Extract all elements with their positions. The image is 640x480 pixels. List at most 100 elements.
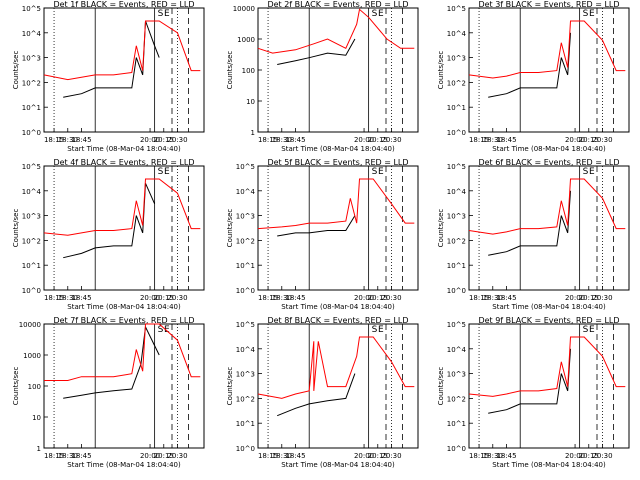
panel-title: Det 6f BLACK = Events, RED = LLD bbox=[478, 158, 619, 167]
end-marker-label: E bbox=[589, 9, 595, 19]
y-tick-label: 10^1 bbox=[447, 262, 466, 270]
y-tick-label: 10^2 bbox=[22, 79, 41, 87]
panel-title: Det 5f BLACK = Events, RED = LLD bbox=[267, 158, 408, 167]
panel-title: Det 1f BLACK = Events, RED = LLD bbox=[53, 0, 194, 9]
y-tick-label: 10^5 bbox=[22, 163, 41, 171]
x-tick-label: 18:45 bbox=[71, 294, 91, 302]
y-tick-label: 10^0 bbox=[447, 445, 466, 453]
x-tick-label: 18:30 bbox=[272, 294, 292, 302]
series-events bbox=[63, 183, 156, 259]
y-tick-label: 1 bbox=[251, 129, 255, 137]
panel-det-1: Det 1f BLACK = Events, RED = LLD 10^0 10^1… bbox=[12, 0, 205, 153]
y-axis-label: Counts/sec bbox=[226, 209, 234, 248]
x-tick-label: 20:15 bbox=[579, 452, 599, 460]
series-lld bbox=[43, 20, 201, 81]
x-tick-label: 18:30 bbox=[58, 136, 78, 144]
series-events bbox=[277, 373, 356, 417]
x-tick-label: 18:45 bbox=[285, 136, 305, 144]
y-tick-label: 10^3 bbox=[236, 213, 255, 221]
y-tick-label: 10^4 bbox=[236, 188, 256, 196]
y-axis-label: Counts/sec bbox=[12, 209, 20, 248]
end-marker-label: E bbox=[378, 325, 384, 335]
y-tick-label: 10 bbox=[32, 414, 41, 422]
start-marker-label: S bbox=[583, 9, 589, 19]
plot-frame bbox=[257, 323, 419, 449]
panel-det-3: Det 3f BLACK = Events, RED = LLD 10^0 10^1… bbox=[437, 0, 630, 153]
y-tick-label: 10000 bbox=[233, 5, 255, 13]
end-marker-label: E bbox=[589, 325, 595, 335]
end-marker-label: E bbox=[378, 167, 384, 177]
x-tick-label: 20:30 bbox=[381, 452, 401, 460]
y-tick-label: 10^1 bbox=[22, 104, 41, 112]
start-marker-label: S bbox=[583, 167, 589, 177]
y-tick-label: 10^1 bbox=[447, 420, 466, 428]
x-tick-label: 20:30 bbox=[592, 452, 612, 460]
y-tick-label: 10^5 bbox=[447, 321, 466, 329]
y-tick-label: 100 bbox=[28, 383, 41, 391]
x-axis-label: Start Time (08-Mar-04 18:04:40) bbox=[67, 461, 181, 469]
x-tick-label: 20:15 bbox=[154, 294, 174, 302]
x-tick-label: 18:15 bbox=[44, 294, 64, 302]
y-tick-label: 10^4 bbox=[22, 30, 42, 38]
x-tick-label: 20:30 bbox=[592, 136, 612, 144]
panel-title: Det 9f BLACK = Events, RED = LLD bbox=[478, 316, 619, 325]
x-tick-label: 20:30 bbox=[167, 294, 187, 302]
plot-frame bbox=[468, 323, 630, 449]
x-tick-label: 18:45 bbox=[496, 452, 516, 460]
y-tick-label: 10^2 bbox=[447, 237, 466, 245]
x-tick-label: 18:30 bbox=[272, 452, 292, 460]
x-tick-label: 18:15 bbox=[258, 136, 278, 144]
x-tick-label: 20:00 bbox=[140, 294, 160, 302]
y-tick-label: 10^3 bbox=[22, 55, 41, 63]
y-axis-label: Counts/sec bbox=[12, 367, 20, 406]
end-marker-label: E bbox=[164, 325, 170, 335]
y-tick-label: 10 bbox=[246, 98, 255, 106]
y-tick-label: 10^2 bbox=[22, 237, 41, 245]
y-tick-label: 10^5 bbox=[447, 5, 466, 13]
plot-frame bbox=[257, 7, 419, 133]
x-tick-label: 18:15 bbox=[258, 294, 278, 302]
y-tick-label: 10^4 bbox=[447, 188, 467, 196]
y-tick-label: 10^0 bbox=[236, 445, 255, 453]
x-axis-label: Start Time (08-Mar-04 18:04:40) bbox=[281, 461, 395, 469]
y-tick-label: 10^3 bbox=[447, 55, 466, 63]
x-tick-label: 20:15 bbox=[368, 294, 388, 302]
x-tick-label: 20:15 bbox=[579, 136, 599, 144]
series-events bbox=[488, 348, 571, 414]
series-lld bbox=[468, 20, 626, 79]
y-tick-label: 10^2 bbox=[236, 237, 255, 245]
panel-det-7: Det 7f BLACK = Events, RED = LLD 1 10 100 10… bbox=[12, 316, 205, 469]
x-axis-label: Start Time (08-Mar-04 18:04:40) bbox=[281, 303, 395, 311]
x-axis-label: Start Time (08-Mar-04 18:04:40) bbox=[281, 145, 395, 153]
x-tick-label: 18:15 bbox=[469, 452, 489, 460]
x-tick-label: 20:00 bbox=[354, 452, 374, 460]
x-tick-label: 20:15 bbox=[154, 452, 174, 460]
y-tick-label: 10^0 bbox=[447, 129, 466, 137]
x-axis-label: Start Time (08-Mar-04 18:04:40) bbox=[492, 303, 606, 311]
x-tick-label: 20:15 bbox=[579, 294, 599, 302]
y-tick-label: 10^5 bbox=[236, 163, 255, 171]
x-tick-label: 18:30 bbox=[483, 294, 503, 302]
y-tick-label: 10^2 bbox=[236, 395, 255, 403]
x-axis-label: Start Time (08-Mar-04 18:04:40) bbox=[67, 145, 181, 153]
y-tick-label: 1000 bbox=[237, 36, 255, 44]
panel-det-9: Det 9f BLACK = Events, RED = LLD 10^0 10^1… bbox=[437, 316, 630, 469]
x-tick-label: 20:15 bbox=[154, 136, 174, 144]
start-marker-label: S bbox=[158, 9, 164, 19]
x-tick-label: 20:00 bbox=[565, 136, 585, 144]
y-tick-label: 10^5 bbox=[236, 321, 255, 329]
series-events bbox=[488, 190, 571, 256]
plot-frame bbox=[43, 165, 205, 291]
y-tick-label: 10^1 bbox=[236, 262, 255, 270]
x-tick-label: 18:30 bbox=[58, 452, 78, 460]
x-axis-label: Start Time (08-Mar-04 18:04:40) bbox=[492, 461, 606, 469]
series-events bbox=[277, 38, 356, 65]
x-tick-label: 20:30 bbox=[381, 136, 401, 144]
end-marker-label: E bbox=[589, 167, 595, 177]
start-marker-label: S bbox=[372, 9, 378, 19]
y-tick-label: 10^1 bbox=[447, 104, 466, 112]
x-tick-label: 18:45 bbox=[285, 294, 305, 302]
panel-det-6: Det 6f BLACK = Events, RED = LLD 10^0 10^1… bbox=[437, 158, 630, 311]
y-tick-label: 10^4 bbox=[447, 346, 467, 354]
